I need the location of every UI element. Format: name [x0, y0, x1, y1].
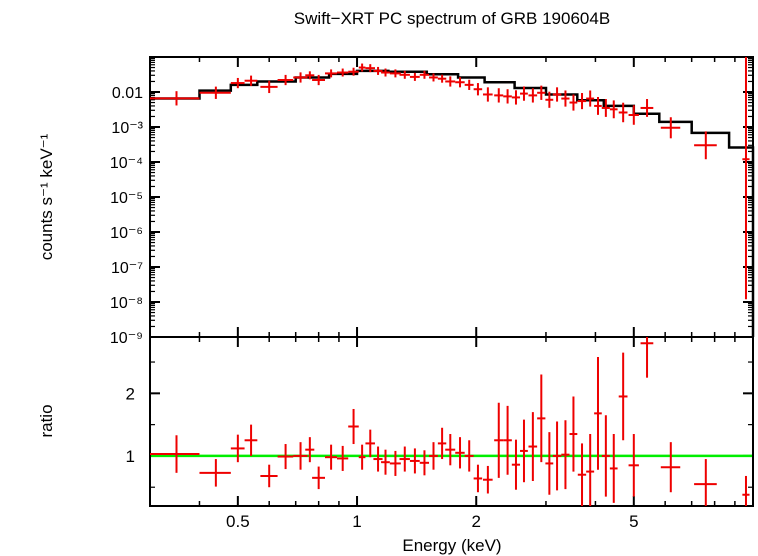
x-tick-label: 2 — [472, 512, 481, 531]
y-tick-label: 10⁻⁹ — [110, 330, 143, 347]
x-tick-label: 5 — [629, 512, 638, 531]
y-tick-label: 10⁻⁵ — [110, 190, 143, 207]
y-tick-label: 1 — [126, 447, 135, 466]
ratio-series — [150, 337, 750, 506]
y-tick-label: 2 — [126, 384, 135, 403]
x-tick-label: 1 — [352, 512, 361, 531]
y-tick-label: 10⁻⁴ — [110, 155, 143, 172]
model-series — [150, 69, 755, 337]
y-tick-label: 10⁻³ — [111, 120, 143, 137]
bottom-y-axis-label: ratio — [37, 404, 56, 437]
y-tick-label: 0.01 — [112, 85, 143, 102]
top-panel: 0.01 10⁻³ 10⁻⁴ 10⁻⁵ 10⁻⁶ 10⁻⁷ 10⁻⁸ 10⁻⁹ — [110, 56, 755, 347]
model-step-line — [150, 69, 755, 337]
bottom-axis-ticks — [149, 337, 753, 506]
y-tick-label: 10⁻⁷ — [111, 260, 143, 277]
bottom-y-tick-labels: 12 — [126, 384, 135, 466]
chart-title: Swift−XRT PC spectrum of GRB 190604B — [294, 9, 610, 28]
top-y-axis-label: counts s⁻¹ keV⁻¹ — [37, 133, 56, 260]
data-series — [150, 57, 750, 300]
x-tick-labels: 0.5 1 2 5 — [226, 512, 639, 531]
x-axis-label: Energy (keV) — [402, 536, 501, 555]
bottom-panel: 12 — [126, 336, 754, 507]
bottom-panel-frame — [149, 336, 754, 507]
top-panel-frame — [149, 56, 754, 338]
x-tick-label: 0.5 — [226, 512, 250, 531]
top-y-tick-labels: 0.01 10⁻³ 10⁻⁴ 10⁻⁵ 10⁻⁶ 10⁻⁷ 10⁻⁸ 10⁻⁹ — [110, 85, 144, 347]
y-tick-label: 10⁻⁶ — [110, 225, 143, 242]
y-tick-label: 10⁻⁸ — [110, 295, 143, 312]
top-axis-ticks — [149, 57, 753, 338]
